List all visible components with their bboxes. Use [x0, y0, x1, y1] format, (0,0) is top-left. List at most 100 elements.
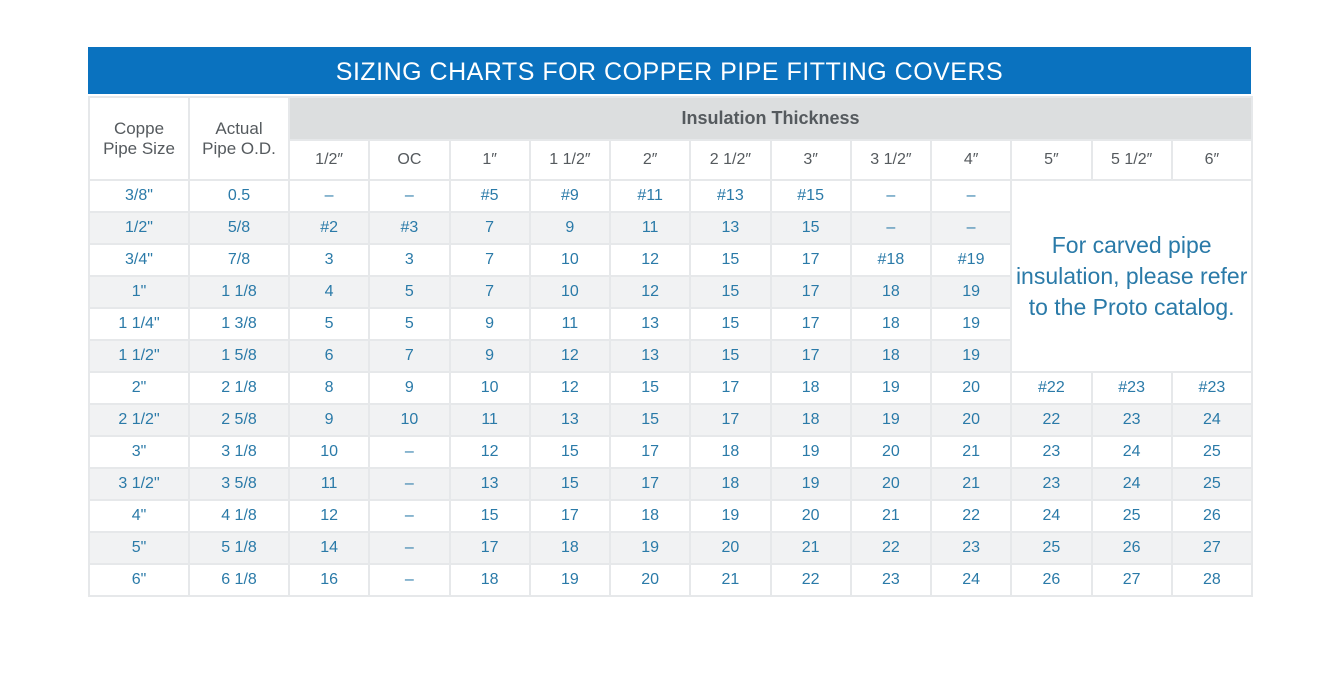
- table-cell: 24: [1170, 403, 1254, 437]
- table-cell: 21: [929, 435, 1013, 469]
- table-cell: 15: [689, 307, 772, 341]
- table-cell: 6": [88, 563, 190, 597]
- table-cell: 10: [528, 275, 612, 309]
- table-cell: 18: [448, 563, 531, 597]
- header-thickness: 3 1/2″: [849, 138, 933, 181]
- table-cell: 13: [448, 467, 531, 501]
- table-cell: 17: [769, 307, 852, 341]
- table-cell: –: [368, 499, 451, 533]
- table-cell: 11: [448, 403, 531, 437]
- header-thickness: 1/2″: [287, 138, 371, 181]
- table-cell: 3 5/8: [188, 467, 290, 501]
- table-cell: 3/8": [88, 179, 190, 213]
- table-cell: 22: [849, 531, 933, 565]
- table-row: 6" 6 1/8 16–18 19 20 21 22 23 24 26 27 28: [88, 563, 1254, 597]
- table-row: 3/4" 7/8 3 3 7 10 12 15 17 #18 #19: [88, 243, 1252, 277]
- table-cell: 17: [608, 467, 692, 501]
- table-cell: 17: [689, 403, 772, 437]
- table-cell: 5": [88, 531, 190, 565]
- table-cell: 23: [849, 563, 933, 597]
- table-cell: 25: [1170, 467, 1254, 501]
- table-cell: 1/2": [88, 211, 190, 245]
- table-row: 3/8" 0.5– – #5 #9 #11 #13 #15– – For carved pipe i…: [88, 179, 1254, 373]
- table-cell: 10: [368, 403, 451, 437]
- table-cell: 11: [608, 211, 692, 245]
- table-cell: 11: [287, 467, 371, 501]
- table-cell: #22: [1010, 371, 1093, 405]
- table-cell: 4: [287, 275, 371, 309]
- table-cell: 7: [448, 275, 531, 309]
- table-cell: #23: [1090, 371, 1173, 405]
- table-cell: 9: [368, 371, 451, 405]
- table-cell: 21: [689, 563, 772, 597]
- table-cell: 12: [287, 499, 371, 533]
- table-cell: 26: [1090, 531, 1173, 565]
- table-cell: #11: [608, 179, 692, 213]
- table-cell: –: [929, 211, 1013, 245]
- header-insulation-thickness: Insulation Thickness: [287, 96, 1254, 141]
- table-cell: 13: [608, 307, 692, 341]
- table-cell: 24: [1090, 467, 1173, 501]
- table-cell: –: [368, 179, 451, 213]
- header-thickness: 4″: [929, 138, 1013, 181]
- table-cell: 23: [1010, 435, 1093, 469]
- table-cell: 1 1/2": [88, 339, 190, 373]
- chart-title: SIZING CHARTS FOR COPPER PIPE FITTING CO…: [88, 47, 1251, 94]
- table-cell: 3: [368, 243, 451, 277]
- table-cell: –: [287, 179, 371, 213]
- table-cell: #19: [929, 243, 1013, 277]
- table-cell: –: [368, 563, 451, 597]
- table-cell: –: [368, 467, 451, 501]
- table-cell: –: [368, 531, 451, 565]
- table-cell: 10: [528, 243, 612, 277]
- table-cell: 19: [528, 563, 612, 597]
- table-cell: 5: [287, 307, 371, 341]
- header-thickness: 3″: [769, 138, 852, 181]
- table-cell: 10: [448, 371, 531, 405]
- header-thickness: 2 1/2″: [689, 138, 772, 181]
- table-row: 2 1/2" 2 5/8 9 10 11 13 15 17 18 19 20 22 23 24: [88, 403, 1254, 437]
- table-cell: 12: [528, 371, 612, 405]
- table-cell: 3 1/8: [188, 435, 290, 469]
- table-row: 3" 3 1/8 10–12 15 17 18 19 20 21 23 24 25: [88, 435, 1254, 469]
- table-cell: 24: [1090, 435, 1173, 469]
- table-cell: 12: [608, 275, 692, 309]
- table-cell: 17: [448, 531, 531, 565]
- table-cell: 19: [929, 339, 1013, 373]
- header-thickness: 5 1/2″: [1090, 138, 1173, 181]
- table-cell: 22: [929, 499, 1013, 533]
- table-cell: 9: [448, 307, 531, 341]
- table-cell: 1": [88, 275, 190, 309]
- table-cell: 7: [448, 243, 531, 277]
- table-cell: 17: [769, 275, 852, 309]
- table-cell: #9: [528, 179, 612, 213]
- header-thickness: 1″: [448, 138, 531, 181]
- table-cell: #2: [287, 211, 371, 245]
- table-cell: #18: [849, 243, 933, 277]
- table-cell: 5: [368, 275, 451, 309]
- table-cell: 7/8: [188, 243, 290, 277]
- table-cell: 27: [1090, 563, 1173, 597]
- table-cell: 2 1/8: [188, 371, 290, 405]
- table-cell: 2 1/2": [88, 403, 190, 437]
- table-cell: 18: [849, 275, 933, 309]
- header-pipe-size: Coppe Pipe Size: [88, 96, 190, 181]
- table-cell: 18: [689, 467, 772, 501]
- table-cell: 25: [1170, 435, 1254, 469]
- table-cell: 5 1/8: [188, 531, 290, 565]
- table-cell: 18: [849, 307, 933, 341]
- table-cell: 17: [769, 339, 852, 373]
- table-cell: 19: [769, 435, 852, 469]
- table-cell: 7: [368, 339, 451, 373]
- table-cell: 2 5/8: [188, 403, 290, 437]
- table-cell: 26: [1010, 563, 1093, 597]
- table-cell: 2": [88, 371, 190, 405]
- carved-insulation-note: For carved pipe insulation, please refer t…: [1010, 179, 1254, 373]
- table-cell: –: [849, 211, 933, 245]
- table-cell: 28: [1170, 563, 1254, 597]
- table-cell: 3": [88, 435, 190, 469]
- sizing-chart: SIZING CHARTS FOR COPPER PIPE FITTING CO…: [88, 47, 1254, 597]
- table-cell: 19: [929, 275, 1013, 309]
- table-cell: –: [929, 179, 1013, 213]
- table-cell: 1 1/8: [188, 275, 290, 309]
